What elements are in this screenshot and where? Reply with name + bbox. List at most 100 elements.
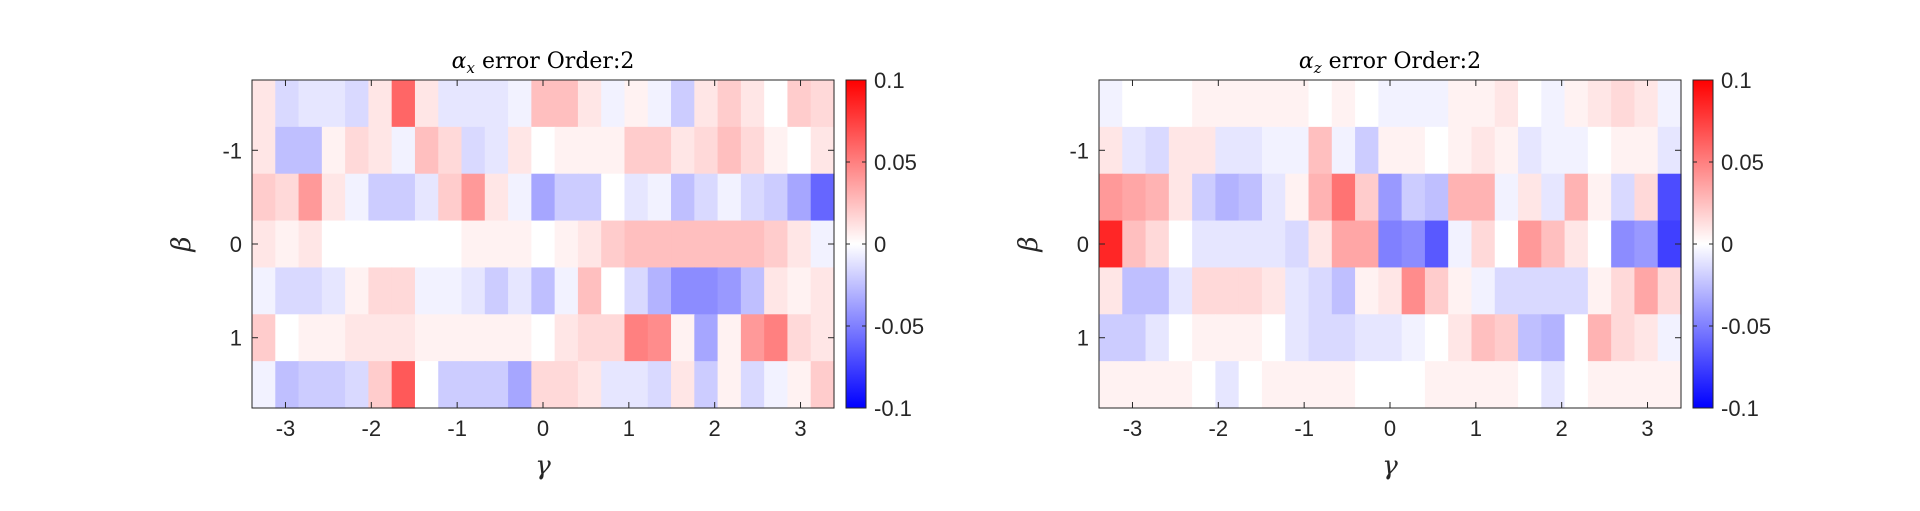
- heatmap-cell: [438, 173, 463, 222]
- heatmap-cell: [1261, 314, 1286, 362]
- heatmap-cell: [764, 220, 789, 269]
- heatmap-cell: [1261, 361, 1286, 409]
- heatmap-cell: [1192, 267, 1216, 315]
- heatmap-cell: [787, 173, 812, 222]
- y-tick-label: 0: [230, 232, 242, 257]
- heatmap-cell: [1215, 314, 1240, 362]
- heatmap-cell: [1122, 267, 1147, 315]
- heatmap-cell: [1099, 173, 1123, 222]
- heatmap-cells: [1099, 80, 1682, 409]
- heatmap-cell: [368, 314, 393, 362]
- heatmap-cell: [1494, 173, 1519, 222]
- heatmap-cell: [764, 80, 789, 128]
- heatmap-cell: [1401, 220, 1426, 269]
- heatmap-cell: [1564, 173, 1589, 222]
- heatmap-cell: [740, 314, 765, 362]
- heatmap-cell: [1564, 267, 1589, 315]
- heatmap-cell: [368, 361, 393, 409]
- heatmap-cell: [1657, 314, 1682, 362]
- heatmap-cell: [647, 173, 672, 222]
- heatmap-cell: [787, 314, 812, 362]
- heatmap-cell: [810, 173, 835, 222]
- heatmap-cell: [1587, 267, 1612, 315]
- heatmap-cell: [438, 220, 463, 269]
- heatmap-cell: [671, 80, 695, 128]
- heatmap-cell: [1168, 361, 1193, 409]
- heatmap-cell: [1611, 126, 1636, 175]
- heatmap-cell: [1448, 173, 1473, 222]
- heatmap-cell: [508, 267, 532, 315]
- heatmap-cell: [554, 220, 579, 269]
- heatmap-cell: [1355, 361, 1379, 409]
- heatmap-cell: [624, 220, 649, 269]
- heatmap-cell: [810, 80, 835, 128]
- heatmap-cell: [345, 220, 369, 269]
- x-tick-label: 1: [623, 416, 635, 441]
- heatmap-cell: [577, 126, 602, 175]
- heatmap-cell: [321, 361, 346, 409]
- heatmap-cell: [1285, 173, 1310, 222]
- heatmap-cell: [1657, 173, 1682, 222]
- heatmap-cell: [694, 314, 719, 362]
- heatmap-cell: [508, 314, 532, 362]
- heatmap-cell: [275, 173, 300, 222]
- heatmap-cell: [1145, 314, 1170, 362]
- heatmap-cell: [601, 220, 626, 269]
- x-tick-label: 3: [794, 416, 806, 441]
- heatmap-cell: [624, 361, 649, 409]
- heatmap-cell: [1587, 80, 1612, 128]
- heatmap-cell: [1238, 314, 1263, 362]
- heatmap-cell: [368, 267, 393, 315]
- heatmap-cell: [624, 80, 649, 128]
- heatmap-cell: [1331, 267, 1356, 315]
- colorbar-tick-label: -0.05: [874, 314, 924, 339]
- heatmap-cell: [1099, 220, 1123, 269]
- heatmap-cell: [810, 267, 835, 315]
- heatmap-cell: [1168, 173, 1193, 222]
- heatmap-cell: [321, 126, 346, 175]
- heatmap-cell: [1518, 267, 1542, 315]
- heatmap-cell: [717, 220, 742, 269]
- heatmap-cell: [1611, 80, 1636, 128]
- x-tick-label: -2: [362, 416, 382, 441]
- heatmap-cell: [671, 361, 695, 409]
- heatmap-cell: [252, 267, 276, 315]
- heatmap-cell: [1471, 126, 1496, 175]
- heatmap-cell: [1168, 267, 1193, 315]
- heatmap-cell: [414, 80, 439, 128]
- heatmap-cell: [1657, 80, 1682, 128]
- heatmap-cell: [1541, 126, 1566, 175]
- heatmap-cell: [577, 220, 602, 269]
- heatmap-cell: [1564, 80, 1589, 128]
- heatmap-cell: [577, 361, 602, 409]
- heatmap-cell: [1494, 220, 1519, 269]
- heatmap-cell: [1424, 126, 1449, 175]
- heatmap-cell: [624, 267, 649, 315]
- heatmap-cell: [438, 267, 463, 315]
- heatmap-cell: [508, 126, 532, 175]
- heatmap-cell: [1448, 361, 1473, 409]
- heatmap-cell: [531, 361, 556, 409]
- heatmap-cell: [252, 80, 276, 128]
- heatmap-cell: [1448, 267, 1473, 315]
- heatmap-cell: [275, 267, 300, 315]
- heatmap-cell: [1587, 220, 1612, 269]
- heatmap-cell: [1634, 267, 1659, 315]
- heatmap-cell: [554, 80, 579, 128]
- heatmap-cell: [1471, 173, 1496, 222]
- heatmap-cell: [601, 126, 626, 175]
- heatmap-cell: [1145, 126, 1170, 175]
- heatmap-cell: [461, 314, 486, 362]
- heatmap-cell: [1657, 361, 1682, 409]
- heatmap-cell: [1215, 126, 1240, 175]
- colorbar-tick-label: -0.1: [874, 396, 912, 421]
- heatmap-cell: [391, 80, 416, 128]
- y-tick-label: -1: [1069, 138, 1089, 163]
- heatmap-cell: [345, 126, 369, 175]
- heatmap-cell: [1378, 361, 1403, 409]
- heatmap-cell: [391, 267, 416, 315]
- heatmap-cell: [1657, 220, 1682, 269]
- heatmap-cell: [1378, 80, 1403, 128]
- heatmap-cell: [1448, 126, 1473, 175]
